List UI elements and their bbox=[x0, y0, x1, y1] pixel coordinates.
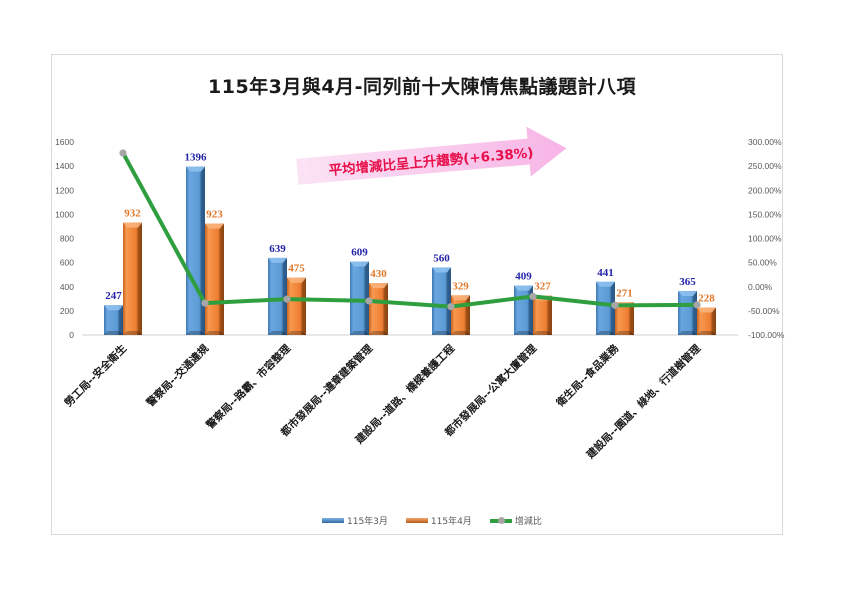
legend-label-april: 115年4月 bbox=[430, 517, 472, 527]
data-label: 475 bbox=[288, 263, 305, 275]
legend-item-april: 115年4月 bbox=[405, 514, 472, 527]
legend-label-march: 115年3月 bbox=[347, 517, 388, 527]
left-axis-tick: 1000 bbox=[55, 209, 74, 219]
ratio-marker bbox=[611, 301, 619, 309]
ratio-marker bbox=[119, 149, 127, 157]
legend-label-ratio: 增減比 bbox=[514, 517, 542, 527]
left-axis-tick: 400 bbox=[60, 282, 74, 292]
bar-april bbox=[533, 295, 552, 335]
left-axis-tick: 0 bbox=[69, 330, 74, 340]
bar-april bbox=[123, 222, 142, 335]
data-label: 932 bbox=[124, 208, 141, 220]
data-label: 228 bbox=[698, 292, 715, 304]
bar-march bbox=[350, 261, 369, 335]
data-label: 365 bbox=[679, 276, 696, 288]
right-axis-tick: 200.00% bbox=[748, 185, 782, 195]
category-label: 警察局--交通違規 bbox=[143, 342, 211, 410]
left-axis-tick: 600 bbox=[60, 258, 74, 268]
legend-item-ratio: 增減比 bbox=[489, 514, 542, 527]
legend: 115年3月 115年4月 增減比 bbox=[322, 514, 542, 527]
ratio-line bbox=[121, 151, 698, 309]
chart-frame bbox=[51, 54, 783, 535]
chart-title: 115年3月與4月-同列前十大陳情焦點議題計八項 bbox=[208, 76, 636, 98]
data-label: 271 bbox=[616, 287, 633, 299]
category-label: 警察局--路霸、市容整理 bbox=[203, 342, 294, 433]
category-label: 勞工局--安全衛生 bbox=[62, 342, 130, 410]
bar-march bbox=[596, 281, 615, 335]
data-label: 247 bbox=[105, 290, 122, 302]
right-axis-tick: 0.00% bbox=[748, 282, 773, 292]
legend-swatch-blue bbox=[322, 518, 344, 523]
category-label: 衛生局--食品業務 bbox=[553, 342, 621, 410]
bar-march bbox=[104, 305, 123, 335]
bar-march bbox=[432, 267, 451, 335]
bar-april bbox=[287, 277, 306, 335]
bar-march bbox=[514, 285, 533, 335]
data-label: 609 bbox=[351, 247, 368, 259]
ratio-marker bbox=[365, 297, 373, 305]
data-label: 441 bbox=[597, 267, 614, 279]
category-label: 都市發展局--違章建築管理 bbox=[277, 342, 375, 440]
right-axis-tick: 250.00% bbox=[748, 161, 782, 171]
ratio-marker bbox=[201, 299, 209, 307]
ratio-marker bbox=[283, 295, 291, 303]
right-axis-tick: 100.00% bbox=[748, 234, 782, 244]
legend-swatch-line bbox=[489, 516, 512, 524]
bar-march bbox=[678, 290, 697, 335]
legend-item-march: 115年3月 bbox=[322, 514, 388, 527]
left-axis-tick: 1600 bbox=[55, 137, 74, 147]
bar-april bbox=[451, 295, 470, 335]
right-axis-tick: 150.00% bbox=[748, 209, 782, 219]
left-axis-tick: 1400 bbox=[55, 161, 74, 171]
bar-april bbox=[697, 307, 716, 335]
ratio-marker bbox=[529, 292, 537, 301]
data-label: 639 bbox=[269, 243, 286, 255]
arrow-shape bbox=[296, 126, 567, 185]
ratio-marker bbox=[693, 301, 701, 309]
bar-march bbox=[268, 257, 287, 335]
bar-april bbox=[205, 223, 224, 335]
bar-march bbox=[186, 166, 205, 335]
bar-april bbox=[369, 283, 388, 335]
right-axis-tick: 300.00% bbox=[748, 137, 782, 147]
category-label: 都市發展局--公寓大廈管理 bbox=[441, 342, 539, 440]
ratio-marker bbox=[447, 303, 455, 311]
legend-swatch-orange bbox=[405, 518, 428, 523]
right-axis-tick: -50.00% bbox=[748, 306, 780, 316]
right-axis-tick: -100.00% bbox=[748, 330, 785, 340]
data-label: 1396 bbox=[185, 152, 208, 164]
data-label: 409 bbox=[515, 271, 532, 283]
trend-arrow: 平均增減比呈上升趨勢(+6.38%) bbox=[296, 126, 567, 185]
data-label: 430 bbox=[370, 268, 387, 280]
right-axis-tick: 50.00% bbox=[748, 258, 777, 268]
data-label: 923 bbox=[206, 209, 223, 221]
data-label: 329 bbox=[452, 280, 469, 292]
data-label: 560 bbox=[433, 252, 450, 264]
data-label: 327 bbox=[534, 281, 551, 293]
left-axis-tick: 200 bbox=[60, 306, 74, 316]
left-axis-tick: 1200 bbox=[55, 185, 74, 195]
left-axis-tick: 800 bbox=[60, 234, 74, 244]
